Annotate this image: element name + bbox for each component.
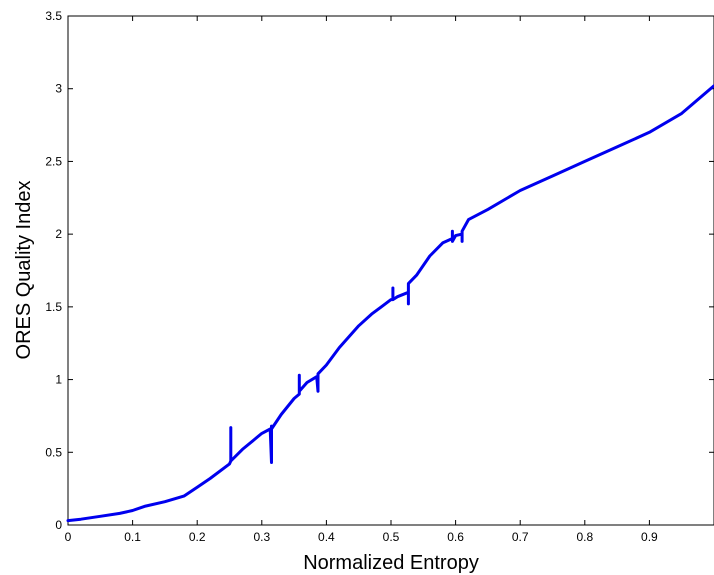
series-group [66,84,714,523]
x-tick-label: 0.9 [641,530,658,544]
y-axis-title: ORES Quality Index [13,181,35,360]
x-tick-label: 0.8 [576,530,593,544]
y-tick-label: 0.5 [45,445,62,459]
y-tick-label: 3 [55,82,62,96]
x-tick-label: 0 [65,530,72,544]
series-line [66,84,714,523]
plot-area [67,15,714,526]
y-tick-label: 2.5 [45,154,62,168]
x-tick-label: 0.3 [253,530,270,544]
y-tick-label: 2 [55,227,62,241]
x-tick-label: 0.4 [318,530,335,544]
y-tick-label: 1.5 [45,300,62,314]
y-tick-label: 1 [55,373,62,387]
x-axis-title: Normalized Entropy [303,552,479,574]
x-tick-label: 0.1 [124,530,141,544]
x-tick-label: 0.5 [383,530,400,544]
axis-ticks: 0 0.1 0.2 0.3 0.4 0.5 0.6 0.7 0.8 0.9 0 0.5 1 1.5 2 2.5… [45,9,714,544]
x-tick-label: 0.6 [447,530,464,544]
y-tick-label: 0 [55,518,62,532]
y-tick-label: 3.5 [45,9,62,23]
x-tick-label: 0.7 [512,530,529,544]
x-tick-label: 0.2 [189,530,206,544]
